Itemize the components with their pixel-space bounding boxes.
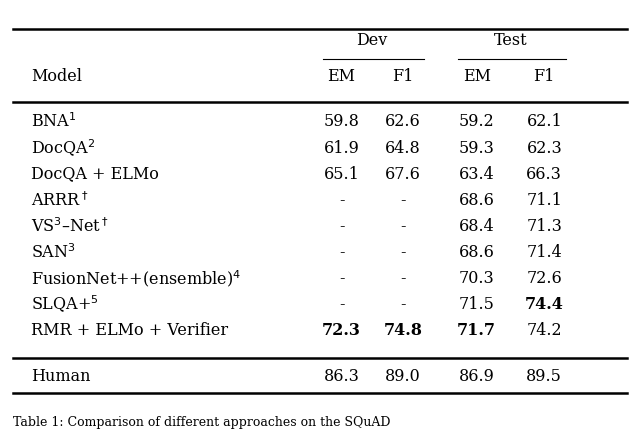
Text: SLQA+$^5$: SLQA+$^5$: [31, 294, 99, 315]
Text: -: -: [339, 244, 344, 261]
Text: 71.5: 71.5: [459, 296, 495, 313]
Text: Table 1: Comparison of different approaches on the SQuAD: Table 1: Comparison of different approac…: [13, 416, 390, 429]
Text: -: -: [339, 270, 344, 287]
Text: 68.6: 68.6: [459, 244, 495, 261]
Text: 62.1: 62.1: [526, 114, 562, 131]
Text: F1: F1: [534, 68, 555, 85]
Text: 86.3: 86.3: [324, 368, 360, 385]
Text: 71.3: 71.3: [526, 218, 562, 235]
Text: 62.3: 62.3: [526, 139, 562, 157]
Text: F1: F1: [392, 68, 413, 85]
Text: 62.6: 62.6: [385, 114, 421, 131]
Text: 59.2: 59.2: [459, 114, 495, 131]
Text: 71.4: 71.4: [526, 244, 562, 261]
Text: -: -: [339, 218, 344, 235]
Text: 74.2: 74.2: [527, 322, 562, 339]
Text: -: -: [400, 192, 406, 209]
Text: 72.3: 72.3: [322, 322, 361, 339]
Text: -: -: [339, 296, 344, 313]
Text: 74.4: 74.4: [525, 296, 564, 313]
Text: 74.8: 74.8: [383, 322, 422, 339]
Text: Dev: Dev: [356, 32, 388, 49]
Text: 70.3: 70.3: [459, 270, 495, 287]
Text: 59.8: 59.8: [324, 114, 360, 131]
Text: 72.6: 72.6: [526, 270, 562, 287]
Text: 67.6: 67.6: [385, 166, 421, 182]
Text: -: -: [400, 244, 406, 261]
Text: 63.4: 63.4: [459, 166, 495, 182]
Text: 71.1: 71.1: [526, 192, 562, 209]
Text: SAN$^3$: SAN$^3$: [31, 243, 76, 262]
Text: ARRR$^\dagger$: ARRR$^\dagger$: [31, 191, 88, 210]
Text: 89.5: 89.5: [526, 368, 562, 385]
Text: 89.0: 89.0: [385, 368, 421, 385]
Text: DocQA + ELMo: DocQA + ELMo: [31, 166, 159, 182]
Text: FusionNet++(ensemble)$^4$: FusionNet++(ensemble)$^4$: [31, 268, 241, 289]
Text: RMR + ELMo + Verifier: RMR + ELMo + Verifier: [31, 322, 228, 339]
Text: Human: Human: [31, 368, 91, 385]
Text: 68.4: 68.4: [459, 218, 495, 235]
Text: -: -: [400, 218, 406, 235]
Text: 64.8: 64.8: [385, 139, 421, 157]
Text: BNA$^1$: BNA$^1$: [31, 113, 77, 131]
Text: -: -: [400, 270, 406, 287]
Text: VS$^3$–Net$^\dagger$: VS$^3$–Net$^\dagger$: [31, 217, 109, 236]
Text: 86.9: 86.9: [459, 368, 495, 385]
Text: 66.3: 66.3: [526, 166, 562, 182]
Text: EM: EM: [328, 68, 355, 85]
Text: DocQA$^2$: DocQA$^2$: [31, 137, 95, 159]
Text: 59.3: 59.3: [459, 139, 495, 157]
Text: -: -: [339, 192, 344, 209]
Text: 71.7: 71.7: [457, 322, 496, 339]
Text: Test: Test: [493, 32, 527, 49]
Text: EM: EM: [463, 68, 491, 85]
Text: 68.6: 68.6: [459, 192, 495, 209]
Text: -: -: [400, 296, 406, 313]
Text: 61.9: 61.9: [324, 139, 360, 157]
Text: Model: Model: [31, 68, 82, 85]
Text: 65.1: 65.1: [324, 166, 360, 182]
